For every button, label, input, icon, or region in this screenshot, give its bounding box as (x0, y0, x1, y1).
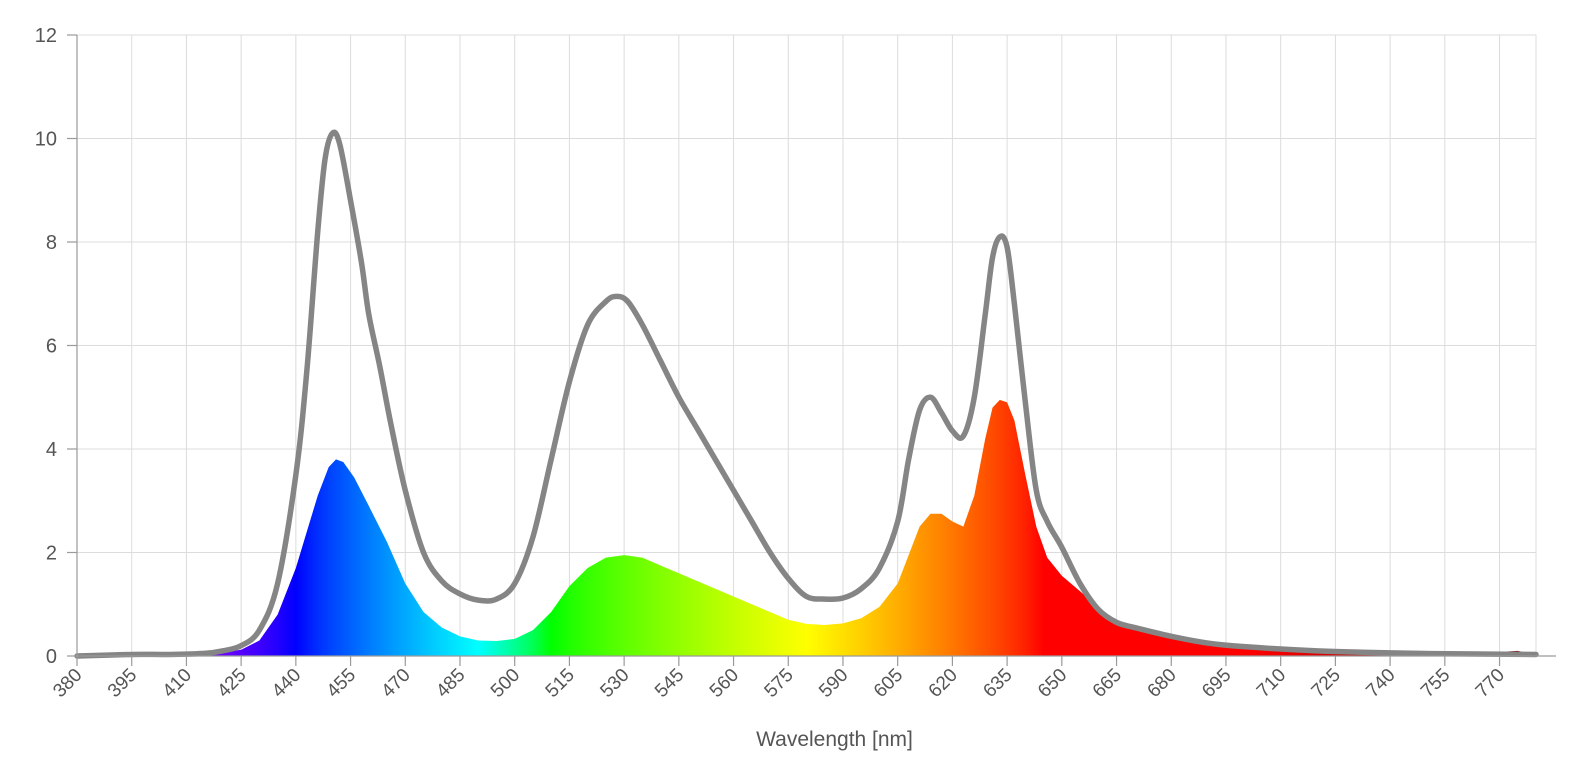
x-tick-label: 440 (268, 665, 305, 702)
x-tick-label: 710 (1253, 665, 1290, 702)
spd-line-layer (74, 129, 1539, 659)
x-tick-label: 665 (1089, 665, 1126, 702)
spectrum-area-layer (77, 399, 1536, 656)
x-tick-label: 395 (104, 665, 141, 702)
x-tick-label: 470 (378, 665, 415, 702)
x-axis-title: Wavelength [nm] (756, 728, 913, 751)
x-tick-label: 500 (487, 665, 524, 702)
x-tick-label: 635 (979, 665, 1016, 702)
y-tick-label: 10 (35, 129, 57, 151)
x-tick-label: 620 (925, 665, 962, 702)
x-tick-label: 485 (432, 665, 469, 702)
grid (76, 34, 1537, 657)
y-tick-label: 6 (46, 336, 57, 358)
x-tick-label: 695 (1198, 665, 1235, 702)
x-tick-label: 725 (1308, 665, 1345, 702)
x-tick-label: 770 (1472, 665, 1509, 702)
y-tick-label: 4 (46, 439, 57, 461)
x-tick-label: 455 (323, 665, 360, 702)
x-tick-label: 680 (1144, 665, 1181, 702)
y-tick-label: 2 (46, 543, 57, 565)
x-tick-label: 575 (761, 665, 798, 702)
x-tick-label: 425 (213, 665, 250, 702)
tick-labels: 0 2 4 6 8 10 12 380 395 410 425 440 455 470 485 500 515 5… (35, 25, 1509, 702)
x-tick-label: 515 (542, 665, 579, 702)
x-tick-label: 740 (1362, 665, 1399, 702)
axes (67, 34, 1556, 666)
x-tick-label: 755 (1417, 665, 1454, 702)
spd-line (74, 129, 1539, 659)
y-tick-label: 8 (46, 232, 57, 254)
x-tick-label: 410 (159, 665, 196, 702)
x-tick-label: 380 (49, 665, 86, 702)
x-tick-label: 530 (596, 665, 633, 702)
y-tick-label: 0 (46, 646, 57, 668)
x-tick-label: 605 (870, 665, 907, 702)
y-tick-label: 12 (35, 25, 57, 47)
x-tick-label: 650 (1034, 665, 1071, 702)
x-tick-label: 545 (651, 665, 688, 702)
x-tick-label: 560 (706, 665, 743, 702)
x-tick-label: 590 (815, 665, 852, 702)
spectrum-area (77, 399, 1536, 656)
